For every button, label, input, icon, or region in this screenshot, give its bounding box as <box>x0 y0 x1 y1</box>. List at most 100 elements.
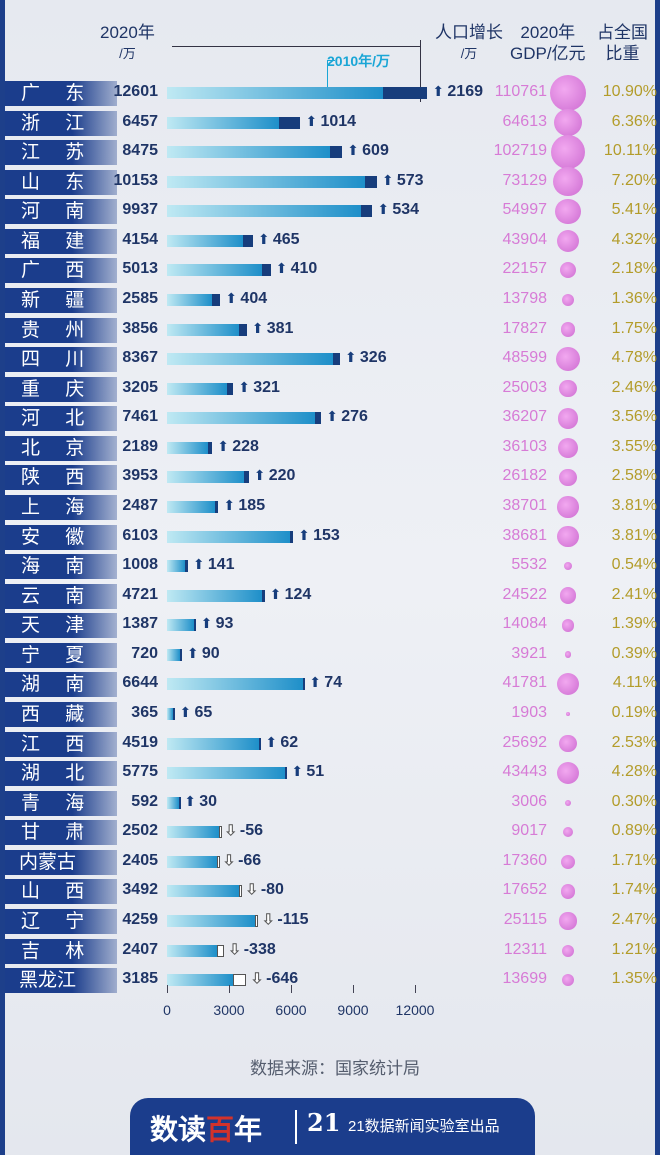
growth-value: 185 <box>238 496 266 514</box>
gdp-value: 17652 <box>502 881 548 899</box>
share-value: 5.41% <box>611 201 657 219</box>
gdp-value: 36207 <box>502 408 548 426</box>
pop2020-value: 7461 <box>122 408 158 426</box>
bar-2010 <box>167 353 334 366</box>
pop2020-value: 9937 <box>122 201 158 219</box>
bar-2010 <box>167 234 244 247</box>
x-tick <box>167 985 168 993</box>
table-row: 广 西 5013 ⬆ 410 22157 2.18% <box>5 256 660 285</box>
share-value: 6.36% <box>611 112 657 130</box>
bar-decline <box>216 944 224 957</box>
share-value: 2.58% <box>611 467 657 485</box>
gdp-share-bubble <box>559 587 577 605</box>
bar-growth <box>193 619 196 632</box>
table-row: 西 藏 365 ⬆ 65 1903 0.19% <box>5 700 660 729</box>
gdp-value: 110761 <box>494 83 547 100</box>
arrow-up-icon: ⬆ <box>223 496 236 513</box>
gdp-value: 38681 <box>502 526 548 544</box>
arrow-up-icon: ⬆ <box>309 674 322 691</box>
share-value: 1.75% <box>611 319 657 337</box>
bar-growth <box>262 264 271 277</box>
bar-growth <box>329 146 343 159</box>
x-tick-label: 9000 <box>337 1002 369 1018</box>
province-label: 海 南 <box>5 554 117 580</box>
gdp-share-bubble <box>559 380 577 398</box>
bar-2010 <box>167 530 290 543</box>
gdp-value: 9017 <box>511 822 547 840</box>
gdp-share-bubble <box>557 407 579 429</box>
gdp-share-bubble <box>553 167 583 197</box>
growth-header: 人口增长/万 <box>435 23 503 61</box>
share-value: 4.32% <box>611 230 657 248</box>
bar-2020 <box>167 826 219 839</box>
arrow-up-icon: ⬆ <box>305 112 318 129</box>
bar-2010 <box>167 678 303 691</box>
arrow-up-icon: ⬆ <box>200 615 213 632</box>
gdp-value: 12311 <box>503 940 547 958</box>
province-label: 湖 南 <box>5 672 117 698</box>
growth-value: -80 <box>260 881 284 899</box>
bar-2010 <box>167 87 383 99</box>
growth-value: 124 <box>284 585 312 603</box>
legend-line <box>327 60 328 88</box>
bar-2010 <box>167 737 260 750</box>
gdp-value: 14084 <box>502 615 548 633</box>
pop2020-value: 2585 <box>122 289 158 307</box>
table-row: 湖 南 6644 ⬆ 74 41781 4.11% <box>5 670 660 699</box>
legend-2010: 2010年/万 <box>327 53 391 69</box>
growth-value: 326 <box>359 349 387 367</box>
province-label: 福 建 <box>5 228 117 254</box>
gdp-share-bubble <box>563 562 572 571</box>
share-value: 1.21% <box>611 940 657 958</box>
arrow-up-icon: ⬆ <box>432 83 445 99</box>
gdp-share-bubble <box>556 347 580 372</box>
province-label: 贵 州 <box>5 317 117 343</box>
growth-value: 90 <box>201 644 220 662</box>
bar-2010 <box>167 441 208 454</box>
bar-2010 <box>167 500 215 513</box>
gdp-value: 3921 <box>511 644 547 662</box>
growth-value: 2169 <box>447 83 483 100</box>
bar-2010 <box>167 648 181 661</box>
growth-value: 51 <box>306 763 325 781</box>
growth-value: -646 <box>266 970 299 988</box>
share-value: 10.90% <box>602 83 657 100</box>
province-label: 甘 肃 <box>5 820 117 846</box>
table-row: 内蒙古 2405 ⬇ -66 17360 1.71% <box>5 848 660 877</box>
bar-growth <box>333 353 340 366</box>
logo: 数读百年 <box>150 1114 263 1145</box>
bar-growth <box>207 441 213 454</box>
share-value: 10.11% <box>603 142 657 160</box>
growth-value: -338 <box>243 940 276 958</box>
pop2020-value: 365 <box>131 703 158 721</box>
bar-2010 <box>167 796 179 809</box>
growth-value: 65 <box>194 703 213 721</box>
table-row: 陕 西 3953 ⬆ 220 26182 2.58% <box>5 463 660 492</box>
bar-growth <box>180 648 183 661</box>
pop2020-header: 2020年/万 <box>100 23 155 61</box>
share-value: 3.81% <box>611 496 657 514</box>
share-value: 1.39% <box>611 615 657 633</box>
table-row: 四 川 8367 ⬆ 326 48599 4.78% <box>5 345 660 374</box>
gdp-share-bubble <box>559 912 577 930</box>
share-value: 1.71% <box>611 851 657 869</box>
gdp-value: 38701 <box>502 496 548 514</box>
gdp-value: 5532 <box>511 556 547 574</box>
gdp-share-bubble <box>565 799 571 806</box>
footer-banner: 数读百年 21 21数据新闻实验室出品 <box>130 1098 535 1155</box>
arrow-up-icon: ⬆ <box>225 289 238 306</box>
growth-value: -115 <box>277 910 309 928</box>
bar-decline <box>239 885 243 898</box>
pop2020-value: 10153 <box>113 171 159 189</box>
gdp-share-bubble <box>557 437 579 459</box>
bar-growth <box>285 767 288 780</box>
table-row: 江 苏 8475 ⬆ 609 102719 10.11% <box>5 134 660 170</box>
growth-value: -66 <box>238 851 262 869</box>
pop2020-value: 3492 <box>122 881 158 899</box>
data-source: 数据来源：国家统计局 <box>250 1059 420 1078</box>
share-value: 2.46% <box>611 378 657 396</box>
growth-value: 465 <box>272 230 300 248</box>
bar-2010 <box>167 589 262 602</box>
gdp-value: 73129 <box>502 171 548 189</box>
bar-2020 <box>167 974 233 987</box>
